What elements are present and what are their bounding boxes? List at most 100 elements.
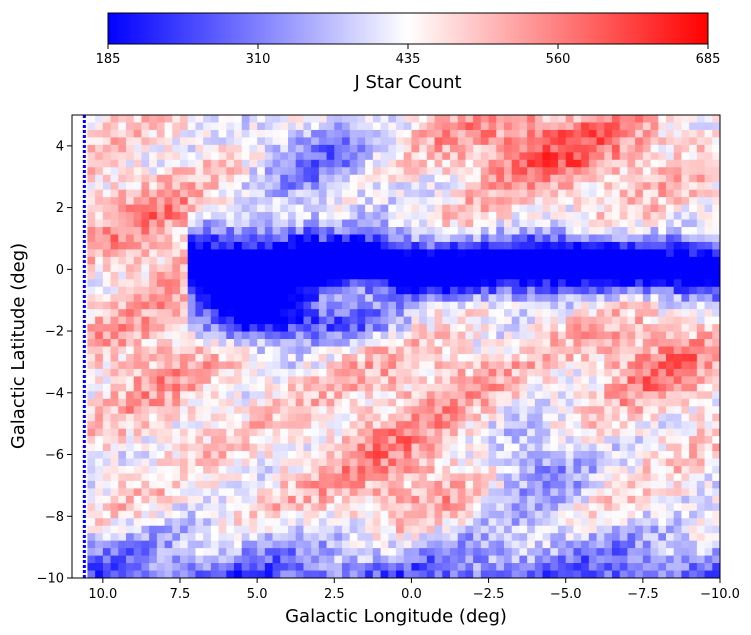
heatmap-cell [372,189,382,198]
heatmap-cell [272,458,281,467]
heatmap-cell [118,279,127,288]
colorbar: 185 310 435 560 685 J Star Count [96,12,720,93]
heatmap-cell [635,115,644,124]
heatmap-cell [149,555,158,564]
heatmap-cell [118,249,127,258]
heatmap-cell [403,309,413,318]
heatmap-cell [295,144,305,153]
heatmap-cell [673,368,683,377]
heatmap-cell [712,241,720,251]
heatmap-cell [411,346,420,355]
heatmap-cell [434,279,443,288]
heatmap-cell [156,548,166,557]
heatmap-cell [164,324,173,333]
heatmap-cell [511,286,521,295]
heatmap-cell [187,451,197,460]
heatmap-cell [334,316,343,325]
heatmap-cell [349,413,359,422]
heatmap-cell [334,286,343,295]
heatmap-cell [712,533,720,542]
heatmap-cell [149,510,158,519]
heatmap-cell [604,451,613,460]
heatmap-cell [712,465,720,475]
heatmap-cell [411,339,420,348]
heatmap-cell [465,398,474,407]
heatmap-cell [473,219,482,228]
heatmap-cell [658,212,667,221]
heatmap-cell [411,495,420,504]
heatmap-cell [565,540,575,549]
heatmap-cell [156,480,166,489]
heatmap-cell [396,533,405,542]
heatmap-cell [457,383,467,392]
heatmap-cell [650,279,659,288]
heatmap-cell [419,480,428,489]
heatmap-cell [473,465,482,475]
heatmap-cell [712,286,720,295]
heatmap-cell [596,421,605,430]
heatmap-cell [519,204,528,213]
heatmap-cell [488,294,497,303]
heatmap-cell [110,212,119,221]
heatmap-cell [396,115,405,124]
heatmap-cell [396,346,405,355]
heatmap-cell [87,361,96,370]
heatmap-cell [704,174,713,183]
heatmap-cell [496,518,505,527]
heatmap-cell [534,152,544,161]
heatmap-cell [504,167,513,176]
heatmap-cell [604,219,613,228]
heatmap-cell [318,331,328,340]
heatmap-cell [426,249,436,258]
heatmap-cell [164,443,173,452]
heatmap-cell [442,383,451,392]
heatmap-cell [288,346,297,355]
heatmap-cell [257,428,266,437]
heatmap-cell [403,279,413,288]
heatmap-cell [473,234,482,243]
heatmap-cell [234,398,243,407]
heatmap-cell [264,115,274,124]
heatmap-cell [704,421,713,430]
heatmap-cell [704,264,713,273]
heatmap-cell [488,212,497,221]
heatmap-cell [195,368,204,377]
heatmap-cell [558,152,567,161]
heatmap-cell [249,413,258,422]
heatmap-cell [380,443,389,452]
heatmap-cell [218,465,227,475]
heatmap-cell [141,473,150,482]
heatmap-cell [210,286,220,295]
heatmap-cell [673,488,683,497]
heatmap-cell [318,234,328,243]
heatmap-cell [372,219,382,228]
heatmap-cell [357,241,366,251]
heatmap-cell [573,406,582,415]
heatmap-cell [473,115,482,124]
heatmap-cell [195,174,204,183]
heatmap-cell [612,518,621,527]
heatmap-cell [527,182,536,191]
heatmap-cell [612,480,621,489]
heatmap-cell [573,144,582,153]
heatmap-cell [434,473,443,482]
heatmap-cell [396,286,405,295]
heatmap-cell [504,480,513,489]
heatmap-cell [295,182,305,191]
heatmap-cell [180,256,189,265]
heatmap-cell [141,241,150,251]
heatmap-cell [496,533,505,542]
heatmap-cell [627,406,636,415]
heatmap-cell [527,458,536,467]
heatmap-cell [619,368,629,377]
heatmap-cell [480,189,490,198]
heatmap-cell [704,189,713,198]
heatmap-cell [411,271,420,280]
heatmap-cell [396,144,405,153]
heatmap-cell [334,436,343,445]
heatmap-cell [180,413,189,422]
heatmap-cell [673,421,683,430]
heatmap-cell [110,525,119,534]
heatmap-cell [118,353,127,363]
heatmap-cell [249,353,258,363]
